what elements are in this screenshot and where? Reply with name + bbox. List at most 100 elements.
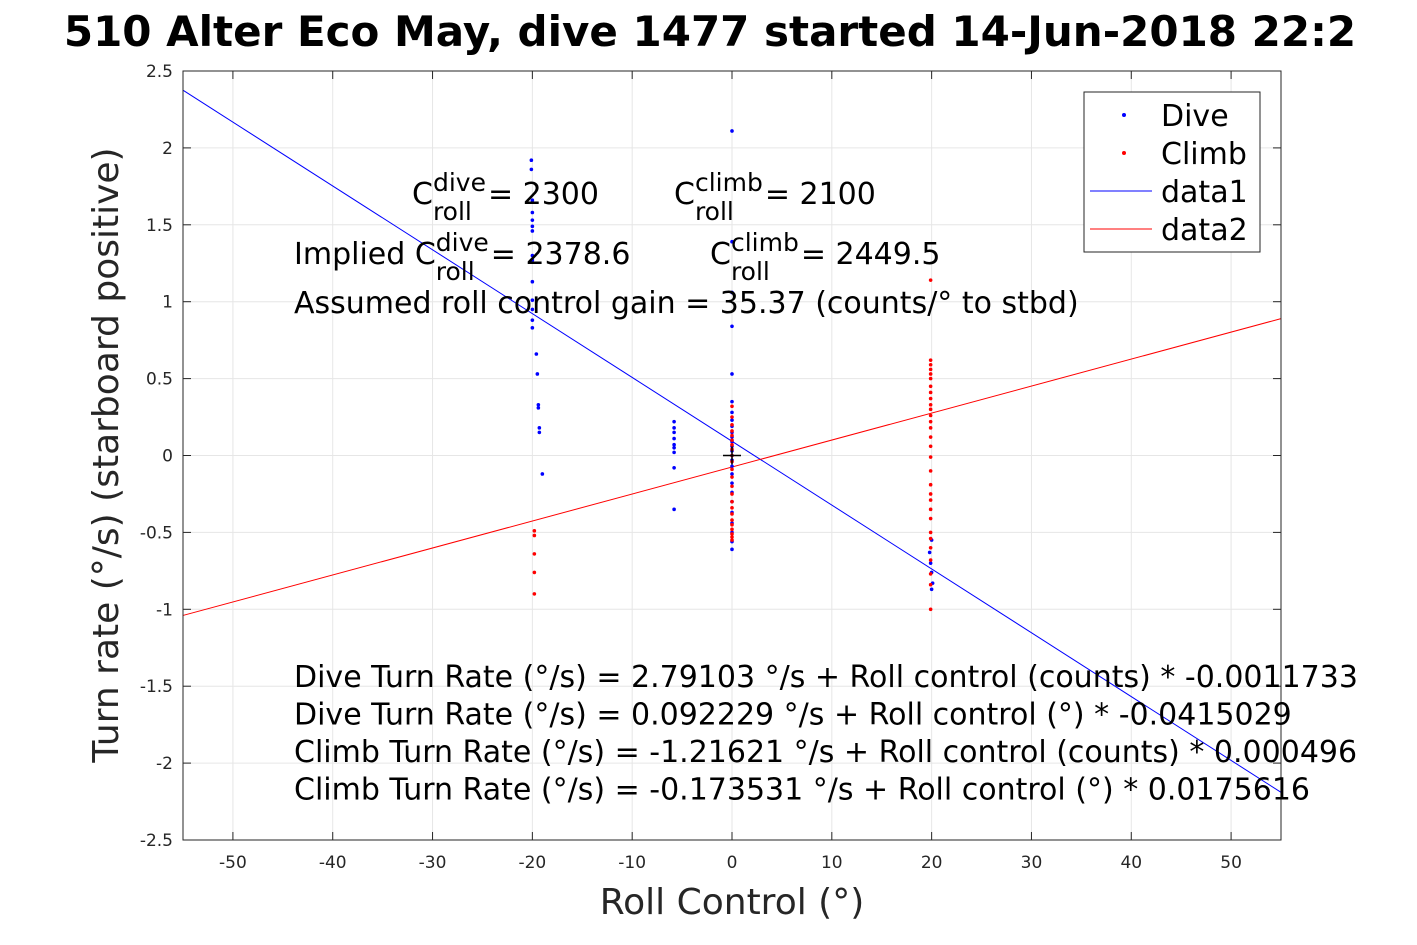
dive-point [530, 307, 535, 312]
dive-point [535, 372, 540, 376]
climb-point [928, 516, 933, 521]
dive-point [530, 253, 535, 258]
climb-point [928, 607, 933, 612]
x-tick-label: 30 [1021, 853, 1043, 873]
y-tick-label: 0 [162, 447, 173, 467]
chart-title: 510 Alter Eco May, dive 1477 started 14-… [64, 7, 1356, 56]
climb-point [928, 530, 933, 535]
data-points [529, 129, 935, 612]
dive-point [537, 430, 542, 435]
annotation-equation: Dive Turn Rate (°/s) = 0.092229 °/s + Ro… [294, 698, 1292, 733]
y-axis-label: Turn rate (°/s) (starboard positive) [86, 147, 127, 763]
climb-point [730, 415, 734, 419]
annotation-equation: Dive Turn Rate (°/s) = 2.79103 °/s + Rol… [294, 660, 1358, 695]
climb-point [730, 532, 734, 536]
y-tick-label: 2.5 [146, 62, 173, 82]
dive-point [530, 218, 535, 222]
climb-point [532, 570, 537, 575]
y-tick-label: -2 [156, 754, 173, 774]
x-tick-label: -20 [518, 853, 546, 873]
climb-point [730, 535, 734, 539]
dive-point [530, 224, 535, 229]
dive-point [530, 326, 535, 330]
x-tick-label: 10 [821, 853, 843, 873]
x-axis-ticks: -50 -40 -30 -20 -10 0 10 20 30 40 50 [219, 71, 1242, 873]
svg-text:roll: roll [433, 197, 472, 226]
climb-point [730, 422, 734, 427]
climb-point [928, 384, 933, 389]
dive-point [534, 352, 539, 356]
climb-point [730, 538, 734, 542]
dive-point [672, 430, 676, 435]
dive-point [730, 481, 734, 485]
climb-point [928, 358, 933, 362]
legend-swatch [1122, 113, 1126, 117]
dive-point [929, 587, 934, 592]
dive-point [730, 239, 734, 244]
x-tick-label: -50 [219, 853, 247, 873]
climb-point [928, 482, 933, 487]
dive-point [928, 561, 933, 565]
climb-point [928, 278, 933, 282]
climb-point [730, 492, 734, 496]
climb-point [928, 545, 933, 550]
climb-point [928, 444, 933, 449]
svg-text:roll: roll [436, 257, 475, 286]
dive-point [530, 279, 535, 284]
annotation-equation: Climb Turn Rate (°/s) = -0.173531 °/s + … [294, 773, 1310, 808]
svg-text:Cclimb: Cclimb [710, 228, 799, 272]
legend-label: data2 [1161, 213, 1248, 248]
climb-point [532, 552, 537, 556]
y-tick-label: -0.5 [140, 523, 173, 543]
x-tick-label: 40 [1120, 853, 1142, 873]
climb-point [928, 396, 933, 401]
dive-point [530, 318, 535, 322]
dive-point [536, 402, 541, 407]
climb-point [928, 402, 933, 407]
svg-text:= 2378.6: = 2378.6 [491, 237, 631, 272]
dive-point [672, 436, 676, 441]
climb-point [928, 419, 933, 424]
legend-label: Climb [1161, 137, 1247, 172]
x-tick-label: 50 [1220, 853, 1242, 873]
climb-point [730, 404, 734, 409]
climb-point [928, 367, 933, 372]
y-tick-label: 2 [162, 139, 173, 159]
y-tick-label: -2.5 [140, 831, 173, 851]
dive-point [529, 158, 534, 163]
x-tick-label: 20 [921, 853, 943, 873]
dive-point [730, 290, 734, 295]
x-tick-label: 0 [727, 853, 738, 873]
plot-frame [182, 70, 1282, 841]
x-tick-label: -30 [419, 853, 447, 873]
climb-point [928, 413, 933, 418]
legend-item-dive: Dive [1122, 99, 1229, 134]
climb-point [928, 469, 933, 473]
climb-point [928, 372, 933, 376]
dive-point [730, 372, 734, 376]
dive-point [530, 258, 535, 262]
dive-point [540, 472, 545, 476]
legend-box [1083, 91, 1261, 253]
dive-point [672, 426, 676, 430]
climb-point [928, 435, 933, 439]
legend-swatch [1122, 151, 1126, 155]
svg-text:Cdive: Cdive [412, 168, 486, 212]
svg-text:= 2449.5: = 2449.5 [801, 237, 941, 272]
dive-point [730, 410, 734, 415]
climb-point [928, 426, 933, 430]
climb-point [730, 512, 734, 516]
legend-item-data1: data1 [1090, 175, 1248, 210]
climb-point [730, 518, 734, 522]
dive-point [530, 198, 535, 202]
svg-text:= 2300: = 2300 [488, 177, 599, 212]
climb-point [928, 455, 933, 459]
climb-point [730, 484, 734, 489]
climb-point [928, 362, 933, 367]
dive-point [530, 229, 535, 233]
dive-point [672, 446, 676, 450]
